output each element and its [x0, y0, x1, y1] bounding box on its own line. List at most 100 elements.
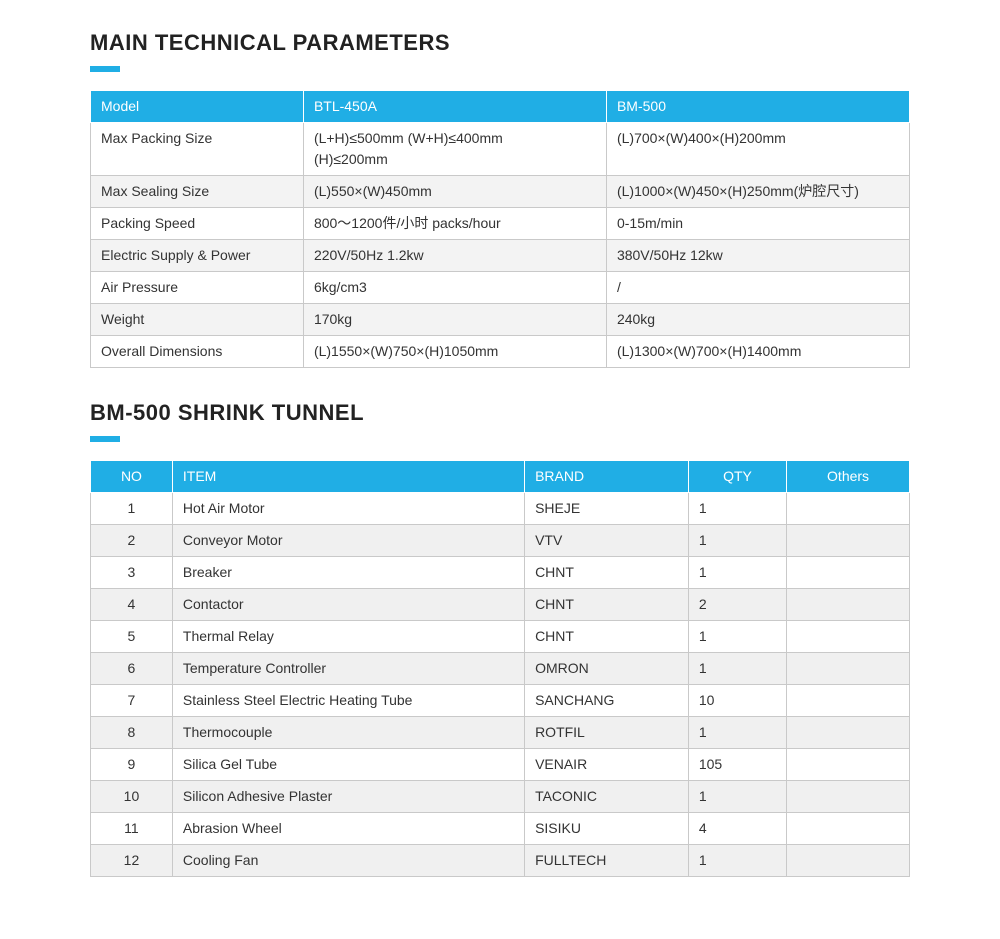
cell-brand: FULLTECH — [525, 845, 689, 877]
param-label: Max Sealing Size — [91, 176, 304, 208]
table-row: Air Pressure6kg/cm3/ — [91, 272, 910, 304]
cell-qty: 4 — [688, 813, 786, 845]
cell-no: 7 — [91, 685, 173, 717]
col-header: Others — [787, 461, 910, 493]
col-header: QTY — [688, 461, 786, 493]
param-value: 240kg — [606, 304, 909, 336]
param-label: Air Pressure — [91, 272, 304, 304]
param-value: 6kg/cm3 — [303, 272, 606, 304]
param-label: Weight — [91, 304, 304, 336]
cell-no: 2 — [91, 525, 173, 557]
cell-others — [787, 557, 910, 589]
cell-item: Silicon Adhesive Plaster — [172, 781, 524, 813]
table-header-row: Model BTL-450A BM-500 — [91, 91, 910, 123]
cell-item: Thermal Relay — [172, 621, 524, 653]
cell-qty: 1 — [688, 493, 786, 525]
cell-brand: TACONIC — [525, 781, 689, 813]
cell-qty: 1 — [688, 653, 786, 685]
table-row: 4ContactorCHNT2 — [91, 589, 910, 621]
cell-qty: 1 — [688, 525, 786, 557]
cell-qty: 1 — [688, 845, 786, 877]
cell-brand: SHEJE — [525, 493, 689, 525]
cell-no: 8 — [91, 717, 173, 749]
cell-qty: 2 — [688, 589, 786, 621]
cell-no: 1 — [91, 493, 173, 525]
cell-others — [787, 717, 910, 749]
table-header-row: NO ITEM BRAND QTY Others — [91, 461, 910, 493]
col-header: Model — [91, 91, 304, 123]
cell-qty: 1 — [688, 557, 786, 589]
cell-others — [787, 525, 910, 557]
cell-item: Thermocouple — [172, 717, 524, 749]
cell-item: Cooling Fan — [172, 845, 524, 877]
cell-brand: CHNT — [525, 621, 689, 653]
table-row: 9Silica Gel TubeVENAIR105 — [91, 749, 910, 781]
cell-item: Abrasion Wheel — [172, 813, 524, 845]
cell-others — [787, 749, 910, 781]
col-header: NO — [91, 461, 173, 493]
cell-brand: VENAIR — [525, 749, 689, 781]
param-value: 380V/50Hz 12kw — [606, 240, 909, 272]
col-header: BRAND — [525, 461, 689, 493]
col-header: ITEM — [172, 461, 524, 493]
param-value: / — [606, 272, 909, 304]
cell-item: Conveyor Motor — [172, 525, 524, 557]
table-row: 12Cooling FanFULLTECH1 — [91, 845, 910, 877]
table-row: 1Hot Air MotorSHEJE1 — [91, 493, 910, 525]
param-label: Overall Dimensions — [91, 336, 304, 368]
table-row: Packing Speed800～1200件/小时 packs/hour0-15… — [91, 208, 910, 240]
table-row: Weight170kg240kg — [91, 304, 910, 336]
param-value: (L)1550×(W)750×(H)1050mm — [303, 336, 606, 368]
cell-others — [787, 781, 910, 813]
param-value: 220V/50Hz 1.2kw — [303, 240, 606, 272]
table-row: 11Abrasion WheelSISIKU4 — [91, 813, 910, 845]
cell-no: 6 — [91, 653, 173, 685]
table-row: 7Stainless Steel Electric Heating TubeSA… — [91, 685, 910, 717]
cell-no: 3 — [91, 557, 173, 589]
table-row: Max Packing Size(L+H)≤500mm (W+H)≤400mm … — [91, 123, 910, 176]
cell-brand: SANCHANG — [525, 685, 689, 717]
param-value: (L)550×(W)450mm — [303, 176, 606, 208]
table-row: 8ThermocoupleROTFIL1 — [91, 717, 910, 749]
cell-brand: CHNT — [525, 589, 689, 621]
cell-others — [787, 653, 910, 685]
cell-no: 12 — [91, 845, 173, 877]
table-row: 3BreakerCHNT1 — [91, 557, 910, 589]
param-label: Electric Supply & Power — [91, 240, 304, 272]
cell-brand: SISIKU — [525, 813, 689, 845]
param-value: (L)1300×(W)700×(H)1400mm — [606, 336, 909, 368]
cell-others — [787, 589, 910, 621]
section-title-shrink-tunnel: BM-500 SHRINK TUNNEL — [90, 400, 910, 426]
table-row: 2Conveyor MotorVTV1 — [91, 525, 910, 557]
table-row: Max Sealing Size(L)550×(W)450mm(L)1000×(… — [91, 176, 910, 208]
accent-bar — [90, 66, 120, 72]
cell-item: Contactor — [172, 589, 524, 621]
param-value: 800～1200件/小时 packs/hour — [303, 208, 606, 240]
col-header: BTL-450A — [303, 91, 606, 123]
cell-brand: OMRON — [525, 653, 689, 685]
cell-no: 9 — [91, 749, 173, 781]
table-row: 6Temperature ControllerOMRON1 — [91, 653, 910, 685]
cell-no: 5 — [91, 621, 173, 653]
cell-brand: VTV — [525, 525, 689, 557]
shrink-tunnel-table: NO ITEM BRAND QTY Others 1Hot Air MotorS… — [90, 460, 910, 877]
table-row: Electric Supply & Power220V/50Hz 1.2kw38… — [91, 240, 910, 272]
cell-qty: 1 — [688, 717, 786, 749]
table-row: Overall Dimensions(L)1550×(W)750×(H)1050… — [91, 336, 910, 368]
cell-others — [787, 685, 910, 717]
param-value: (L+H)≤500mm (W+H)≤400mm (H)≤200mm — [303, 123, 606, 176]
cell-no: 11 — [91, 813, 173, 845]
cell-others — [787, 845, 910, 877]
cell-item: Temperature Controller — [172, 653, 524, 685]
table-row: 10Silicon Adhesive PlasterTACONIC1 — [91, 781, 910, 813]
param-label: Packing Speed — [91, 208, 304, 240]
cell-item: Silica Gel Tube — [172, 749, 524, 781]
table-row: 5Thermal RelayCHNT1 — [91, 621, 910, 653]
cell-no: 4 — [91, 589, 173, 621]
cell-qty: 10 — [688, 685, 786, 717]
cell-others — [787, 621, 910, 653]
cell-others — [787, 813, 910, 845]
technical-parameters-table: Model BTL-450A BM-500 Max Packing Size(L… — [90, 90, 910, 368]
cell-no: 10 — [91, 781, 173, 813]
cell-qty: 1 — [688, 781, 786, 813]
